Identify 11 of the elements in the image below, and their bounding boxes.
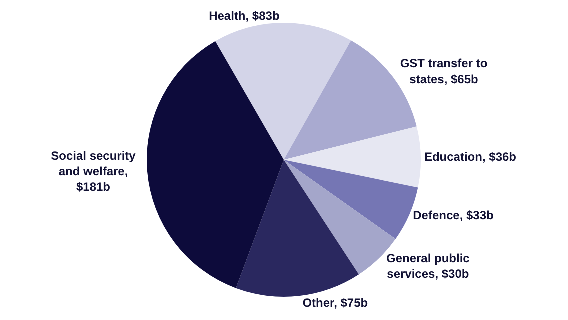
pie-slice bbox=[284, 126, 421, 188]
pie-slice bbox=[147, 41, 284, 288]
slice-label: Other, $75b bbox=[302, 296, 368, 310]
slice-label: Health, $83b bbox=[209, 9, 280, 23]
slice-label: Defence, $33b bbox=[413, 208, 494, 223]
pie-slice bbox=[236, 160, 360, 297]
pie-slice bbox=[216, 23, 352, 160]
slice-label: Social security and welfare, $181b bbox=[51, 148, 136, 194]
slice-label: General public services, $30b bbox=[386, 251, 470, 282]
slice-label: Education, $36b bbox=[424, 150, 516, 164]
slice-label: GST transfer to states, $65b bbox=[400, 56, 488, 86]
